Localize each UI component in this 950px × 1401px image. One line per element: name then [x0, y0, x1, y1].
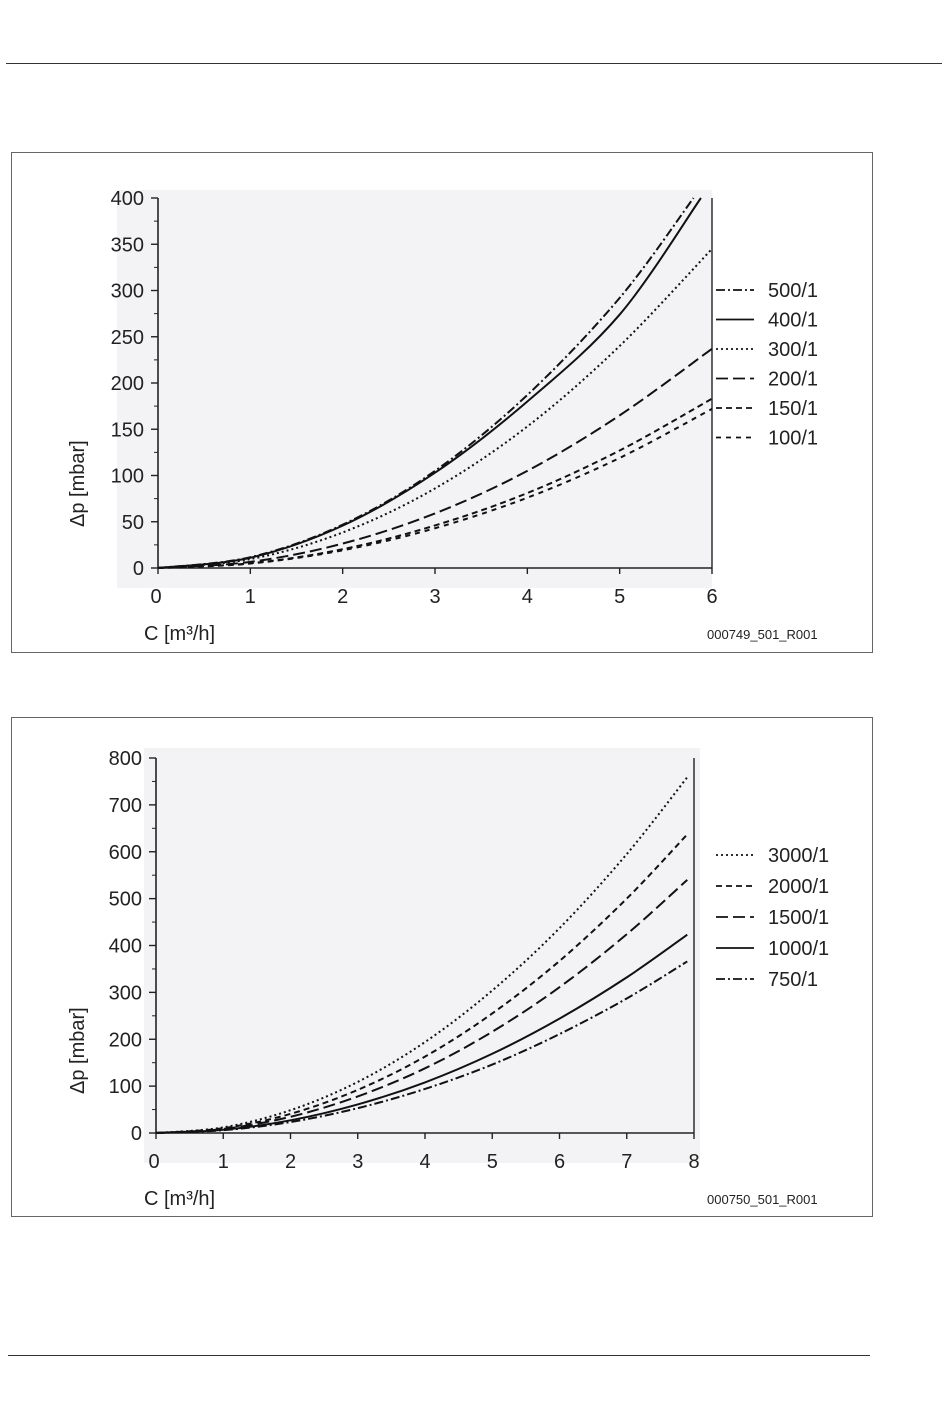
y-axis-title: Δp [mbar]	[67, 1007, 89, 1094]
y-tick-label: 400	[111, 188, 144, 210]
chart-2-svg: 0 100 200 300 400 500 600 700 800 0 1 2 3 4 5 6 7 8 C [m³/…	[67, 748, 829, 1210]
y-tick-label: 500	[109, 889, 142, 911]
x-axis-title: C [m³/h]	[144, 1188, 215, 1210]
y-tick-label: 100	[109, 1076, 142, 1098]
y-tick-label: 200	[111, 373, 144, 395]
series-line-200-1	[157, 347, 713, 569]
y-tick-label: 100	[111, 466, 144, 488]
legend-label: 200/1	[768, 369, 818, 391]
x-tick-label: 6	[706, 586, 717, 608]
y-axis-title: Δp [mbar]	[67, 440, 89, 527]
legend-label: 750/1	[768, 969, 818, 991]
header-rule	[6, 63, 942, 64]
series-line-300-1	[157, 248, 713, 569]
y-tick-label: 300	[111, 281, 144, 303]
series-line-750-1	[155, 960, 688, 1134]
x-tick-label: 0	[148, 1151, 159, 1173]
legend-label: 400/1	[768, 310, 818, 332]
legend-label: 2000/1	[768, 876, 829, 898]
legend-label: 150/1	[768, 398, 818, 420]
figure-id: 000750_501_R001	[707, 1192, 818, 1207]
y-tick-label: 250	[111, 327, 144, 349]
figure-2: 0 100 200 300 400 500 600 700 800 0 1 2 3 4 5 6 7 8 C [m³/…	[11, 717, 873, 1217]
x-tick-label: 6	[554, 1151, 565, 1173]
figure-id: 000749_501_R001	[707, 627, 818, 642]
x-tick-label: 3	[429, 586, 440, 608]
x-tick-label: 4	[522, 586, 533, 608]
series-line-400-1	[157, 197, 702, 569]
x-tick-label: 3	[352, 1151, 363, 1173]
y-tick-label: 200	[109, 1029, 142, 1051]
legend-label: 1000/1	[768, 938, 829, 960]
y-tick-label: 400	[109, 936, 142, 958]
x-tick-label: 8	[688, 1151, 699, 1173]
x-axis-title: C [m³/h]	[144, 623, 215, 645]
y-tick-label: 0	[131, 1123, 142, 1145]
y-tick-label: 50	[122, 512, 144, 534]
x-tick-label: 2	[337, 586, 348, 608]
y-tick-label: 800	[109, 748, 142, 770]
footer-rule	[8, 1355, 870, 1356]
plot-background	[117, 190, 712, 588]
chart-1-svg: 0 50 100 150 200 250 300 350 400 0 1 2 3 4 5 6 C [m³/h] Δ…	[67, 188, 818, 645]
x-tick-label: 4	[419, 1151, 430, 1173]
series-line-100-1	[157, 408, 713, 569]
legend-label: 3000/1	[768, 845, 829, 867]
x-tick-label: 2	[285, 1151, 296, 1173]
x-tick-label: 1	[218, 1151, 229, 1173]
plot-background	[144, 748, 700, 1163]
figure-1: 0 50 100 150 200 250 300 350 400 0 1 2 3 4 5 6 C [m³/h] Δ…	[11, 152, 873, 653]
x-tick-label: 5	[614, 586, 625, 608]
x-tick-label: 7	[621, 1151, 632, 1173]
y-tick-label: 150	[111, 419, 144, 441]
y-tick-label: 0	[133, 558, 144, 580]
legend-label: 500/1	[768, 280, 818, 302]
y-tick-label: 700	[109, 795, 142, 817]
legend-label: 100/1	[768, 428, 818, 450]
x-tick-label: 0	[150, 586, 161, 608]
legend-label: 300/1	[768, 339, 818, 361]
y-tick-label: 600	[109, 842, 142, 864]
series-line-2000-1	[155, 833, 688, 1134]
y-tick-label: 300	[109, 982, 142, 1004]
legend-label: 1500/1	[768, 907, 829, 929]
series-line-1500-1	[155, 879, 688, 1134]
series-line-3000-1	[155, 776, 689, 1134]
x-tick-label: 5	[487, 1151, 498, 1173]
y-tick-label: 350	[111, 234, 144, 256]
x-tick-label: 1	[245, 586, 256, 608]
